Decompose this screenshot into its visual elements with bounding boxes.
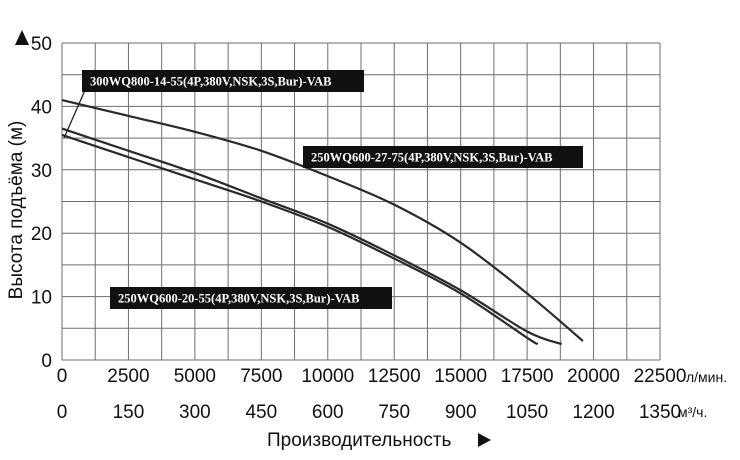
x-tick-label-secondary: 450: [245, 402, 277, 423]
y-axis-arrow-icon: [15, 30, 29, 45]
series-name-text: 300WQ800-14-55(4P,380V,NSK,3S,Bur)-VAB: [90, 75, 331, 89]
x-tick-label-secondary: 600: [312, 402, 344, 423]
series-name-text: 250WQ600-20-55(4P,380V,NSK,3S,Bur)-VAB: [118, 292, 359, 306]
x-tick-label-secondary: 1200: [572, 402, 614, 423]
x-axis-arrow-icon: [478, 433, 491, 447]
label-box: [303, 146, 583, 168]
curve-250wq600-20: [61, 133, 539, 346]
label-leader-line: [63, 87, 87, 139]
x-tick-label-secondary: 1050: [506, 402, 548, 423]
curve-300wq800: [61, 127, 563, 346]
label-box: [82, 70, 364, 92]
label-250wq600-20: 250WQ600-20-55(4P,380V,NSK,3S,Bur)-VAB: [110, 287, 392, 309]
x-tick-label-secondary: 1350: [639, 402, 681, 423]
label-250wq600-27: 250WQ600-27-75(4P,380V,NSK,3S,Bur)-VAB: [303, 146, 583, 168]
x-tick-label-secondary: 300: [179, 402, 211, 423]
x-axis-secondary-unit: м³/ч.: [678, 404, 707, 420]
x-tick-label-primary: 12500: [368, 366, 421, 387]
x-tick-label-primary: 17500: [501, 366, 554, 387]
x-tick-label-primary: 2500: [107, 366, 149, 387]
y-tick-label: 0: [41, 351, 52, 372]
performance-curves: [61, 87, 584, 346]
x-axis-primary-ticks: 0 2500 5000 7500 10000 12500 15000 17500 20000 22…: [57, 366, 687, 387]
x-tick-label-secondary: 900: [445, 402, 477, 423]
x-tick-label-secondary: 0: [57, 402, 68, 423]
x-tick-label-primary: 5000: [174, 366, 216, 387]
x-tick-label-primary: 22500: [634, 366, 687, 387]
chart-grid: [61, 42, 661, 361]
x-tick-label-primary: 20000: [567, 366, 620, 387]
x-tick-label-primary: 15000: [434, 366, 487, 387]
x-tick-label-secondary: 750: [378, 402, 410, 423]
label-box: [110, 287, 392, 309]
curve-250wq600-27: [61, 98, 584, 342]
x-axis-primary-unit: л/мин.: [686, 369, 727, 385]
x-tick-label-primary: 10000: [301, 366, 354, 387]
label-300wq800: 300WQ800-14-55(4P,380V,NSK,3S,Bur)-VAB: [82, 70, 364, 92]
y-axis-ticks: 0 10 20 30 40 50: [31, 34, 52, 372]
series-labels: 300WQ800-14-55(4P,380V,NSK,3S,Bur)-VAB 25…: [82, 70, 583, 309]
x-axis-secondary-ticks: 0 150 300 450 600 750 900 1050 1200 1350: [57, 402, 681, 423]
series-name-text: 250WQ600-27-75(4P,380V,NSK,3S,Bur)-VAB: [311, 151, 552, 165]
y-axis-title: Высота подъёма (м): [6, 121, 27, 300]
y-tick-label: 30: [31, 161, 52, 182]
x-tick-label-secondary: 150: [113, 402, 145, 423]
y-tick-label: 40: [31, 97, 52, 118]
y-tick-label: 50: [31, 34, 52, 55]
y-tick-label: 10: [31, 288, 52, 309]
x-tick-label-primary: 7500: [240, 366, 282, 387]
y-tick-label: 20: [31, 224, 52, 245]
x-tick-label-primary: 0: [57, 366, 68, 387]
x-axis-title: Производительность: [267, 430, 452, 451]
